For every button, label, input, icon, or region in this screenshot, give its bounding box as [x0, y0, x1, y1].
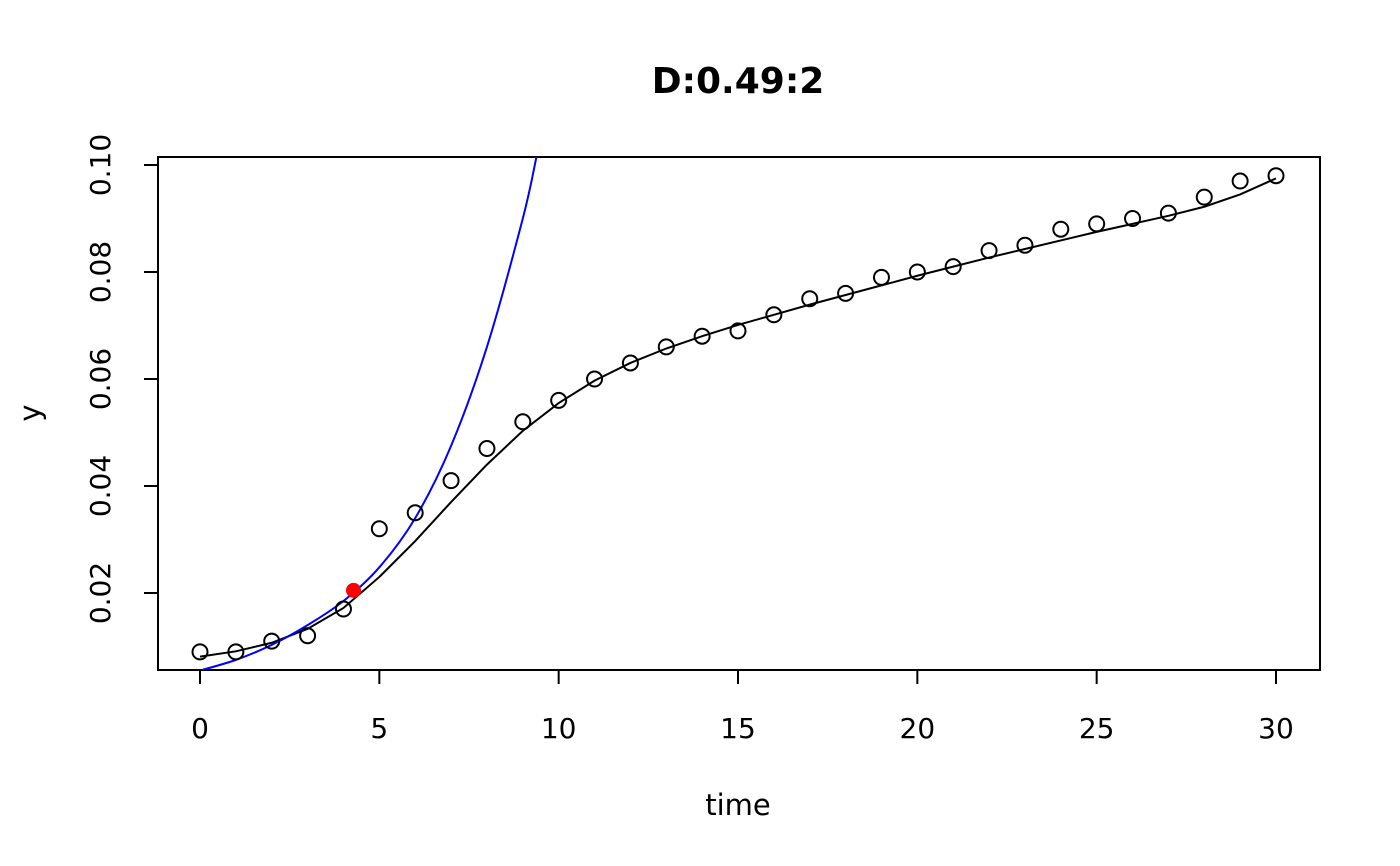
- data-point: [263, 632, 281, 650]
- y-tick-label: 0.08: [84, 241, 117, 303]
- x-axis-label: time: [705, 788, 771, 822]
- y-tick-label: 0.04: [84, 455, 117, 517]
- data-point: [621, 354, 639, 372]
- y-tick-label: 0.02: [84, 562, 117, 624]
- x-tick-label: 5: [370, 712, 388, 745]
- chart-title: D:0.49:2: [652, 61, 825, 102]
- x-tick-label: 20: [900, 712, 936, 745]
- data-point: [1124, 210, 1142, 227]
- data-point: [693, 327, 711, 345]
- data-point: [801, 290, 819, 308]
- data-point: [1195, 188, 1213, 206]
- x-tick-label: 25: [1079, 712, 1115, 745]
- highlight-point: [346, 582, 362, 598]
- data-point: [980, 242, 998, 260]
- data-point: [765, 306, 783, 324]
- data-point: [478, 440, 496, 458]
- data-point: [872, 268, 890, 286]
- x-tick-label: 10: [541, 712, 577, 745]
- x-tick-label: 15: [720, 712, 756, 745]
- y-axis: 0.02 0.04 0.06 0.08 0.10: [84, 134, 159, 624]
- data-point: [1016, 236, 1034, 254]
- y-tick-label: 0.10: [84, 134, 117, 196]
- data-point: [227, 643, 245, 661]
- data-point: [908, 263, 926, 281]
- data-point: [944, 258, 962, 276]
- data-point: [406, 504, 424, 522]
- data-point: [837, 284, 855, 302]
- data-point: [514, 413, 532, 431]
- data-point: [191, 643, 209, 661]
- data-point: [299, 627, 317, 645]
- plot-area: [191, 157, 1285, 670]
- data-point: [550, 391, 568, 409]
- x-axis: 0 5 10 15 20 25 30: [191, 669, 1294, 745]
- data-point: [729, 322, 747, 340]
- data-point: [370, 520, 388, 538]
- data-point: [1052, 220, 1070, 238]
- data-point: [1231, 172, 1249, 190]
- data-point: [334, 600, 352, 618]
- data-point: [1088, 215, 1106, 233]
- data-point: [442, 472, 460, 490]
- x-tick-label: 0: [191, 712, 209, 745]
- data-point: [1159, 204, 1177, 222]
- y-tick-label: 0.06: [84, 348, 117, 410]
- data-point: [586, 370, 604, 388]
- fitted-curve: [199, 157, 538, 670]
- plot-frame: [157, 156, 1321, 671]
- x-tick-label: 30: [1258, 712, 1294, 745]
- data-point: [657, 338, 675, 356]
- y-axis-label: y: [13, 404, 47, 421]
- data-point: [1267, 167, 1285, 185]
